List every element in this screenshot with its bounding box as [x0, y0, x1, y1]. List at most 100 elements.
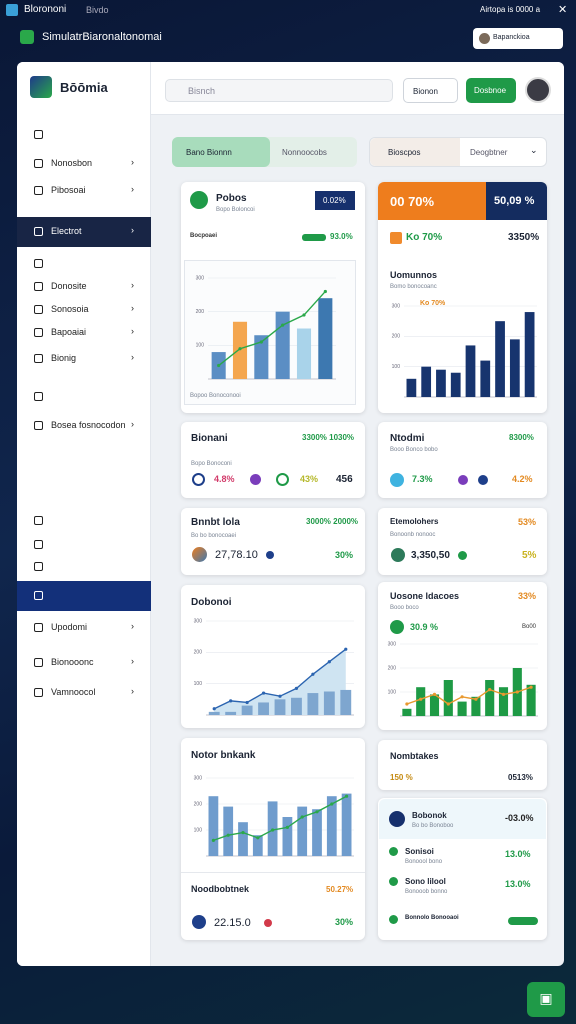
chart-frame	[184, 260, 356, 405]
metric: 30%	[335, 917, 354, 927]
icon	[390, 620, 404, 634]
nav-item[interactable]: Bosea fosnocodon	[51, 420, 126, 430]
card-title: Noodbobtnek	[191, 884, 249, 894]
icon	[390, 473, 404, 487]
row-value: 13.0%	[505, 879, 531, 889]
nav-chevron: ›	[131, 621, 134, 631]
filter-a[interactable]: Bioscpos	[370, 138, 460, 166]
icon	[458, 551, 467, 560]
metric: 456	[336, 474, 353, 485]
nav-chevron: ›	[131, 352, 134, 362]
row-sub: Bonoool bono	[405, 859, 443, 865]
nav-item[interactable]: Electrot	[51, 226, 82, 236]
pill	[302, 234, 326, 241]
nav-chevron: ›	[131, 326, 134, 336]
card-subtitle: Booo Bonco bobo	[390, 447, 438, 453]
tab[interactable]: Nonnoocobs	[282, 148, 327, 157]
row-icon	[389, 811, 405, 827]
nav-highlight	[17, 581, 151, 611]
nav-chevron: ›	[131, 686, 134, 696]
nav-chevron: ›	[131, 656, 134, 666]
user-avatar[interactable]	[525, 77, 551, 103]
nav-item[interactable]: Pibosoai	[51, 185, 86, 195]
card-title: Nombtakes	[390, 751, 439, 761]
nav-icon	[34, 540, 43, 549]
action-button[interactable]: Dosbnoe	[466, 78, 516, 103]
metric: 43%	[300, 474, 319, 484]
row-icon	[389, 877, 398, 886]
nav-item[interactable]: Bionig	[51, 353, 77, 363]
metric: 30.9 %	[410, 622, 439, 632]
icon	[192, 547, 207, 562]
nav-chevron: ›	[131, 280, 134, 290]
nav-icon	[34, 591, 43, 600]
row-value: 13.0%	[505, 849, 531, 859]
metric: 150 %	[390, 773, 413, 782]
nav-icon	[34, 305, 43, 314]
icon	[264, 919, 272, 927]
metric: 4.8%	[214, 474, 235, 484]
nav-icon	[34, 282, 43, 291]
icon	[192, 473, 205, 486]
close-button[interactable]: ✕	[558, 4, 568, 16]
nav-icon	[34, 259, 43, 268]
row-highlight	[379, 799, 546, 839]
select-button[interactable]: Bionon	[403, 78, 458, 103]
chart-footer: Bopoo Bonoconooi	[190, 393, 241, 399]
row-sub: Bo bo Bonoboo	[412, 823, 454, 829]
nav-chevron: ›	[131, 184, 134, 194]
card-value: 53%	[518, 517, 537, 527]
card	[378, 422, 547, 498]
kpi-a: 00 70%	[378, 182, 486, 220]
nav-icon	[34, 516, 43, 525]
metric: 5%	[522, 550, 537, 561]
fab[interactable]: ▣	[527, 982, 565, 1017]
card-value: 3000% 2000%	[306, 517, 359, 526]
nav-chevron: ›	[131, 225, 134, 235]
nav-item[interactable]: Upodomi	[51, 622, 88, 632]
card-title: Uomunnos	[390, 270, 437, 280]
card-value: 50.27%	[326, 885, 354, 894]
legend: Ko 70%	[420, 300, 446, 307]
nav-icon	[34, 421, 43, 430]
card-title: Bionani	[191, 433, 228, 444]
metric: 3,350,50	[411, 550, 450, 561]
card-subtitle: Booo boco	[390, 605, 419, 611]
card-title: Pobos	[216, 193, 247, 204]
nav-item[interactable]: Nonosbon	[51, 158, 93, 168]
nav-icon	[34, 562, 43, 571]
divider	[181, 872, 365, 873]
search-box[interactable]: Bisnch	[165, 79, 393, 102]
card-subtitle: Bomo bonocoanc	[390, 284, 437, 290]
card-title: Notor bnkank	[191, 750, 256, 761]
menu: Bivdo	[86, 5, 109, 15]
brand-logo	[30, 76, 52, 98]
nav-item[interactable]: Donosite	[51, 281, 87, 291]
nav-item[interactable]: Bapoaiai	[51, 327, 87, 337]
nav-chevron: ›	[131, 419, 134, 429]
tab-active[interactable]: Bano Bionnn	[172, 137, 270, 167]
card	[378, 508, 547, 575]
account-button[interactable]: Bapanckioa	[473, 28, 563, 49]
card	[378, 740, 547, 790]
nav-item[interactable]: Bionooonc	[51, 657, 94, 667]
card-title: Uosone ldacoes	[390, 591, 460, 601]
row-icon	[389, 847, 398, 856]
nav-item[interactable]: Vamnoocol	[51, 687, 96, 697]
account-avatar	[479, 33, 490, 44]
nav-icon	[34, 688, 43, 697]
card-title: Etemolohers	[390, 517, 439, 526]
filter-b[interactable]: Deogbtner	[470, 148, 508, 157]
badge: 0.02%	[315, 191, 355, 210]
nav-icon	[34, 130, 43, 139]
nav-icon	[34, 354, 43, 363]
card	[181, 738, 365, 940]
metric: 0513%	[508, 773, 533, 782]
card-value: 8300%	[509, 433, 534, 442]
nav-item[interactable]: Sonosoia	[51, 304, 89, 314]
row-title: Sonisoi	[405, 847, 434, 856]
row-value: 3350%	[508, 232, 540, 243]
nav-icon	[34, 392, 43, 401]
metric: 22.15.0	[214, 917, 251, 929]
